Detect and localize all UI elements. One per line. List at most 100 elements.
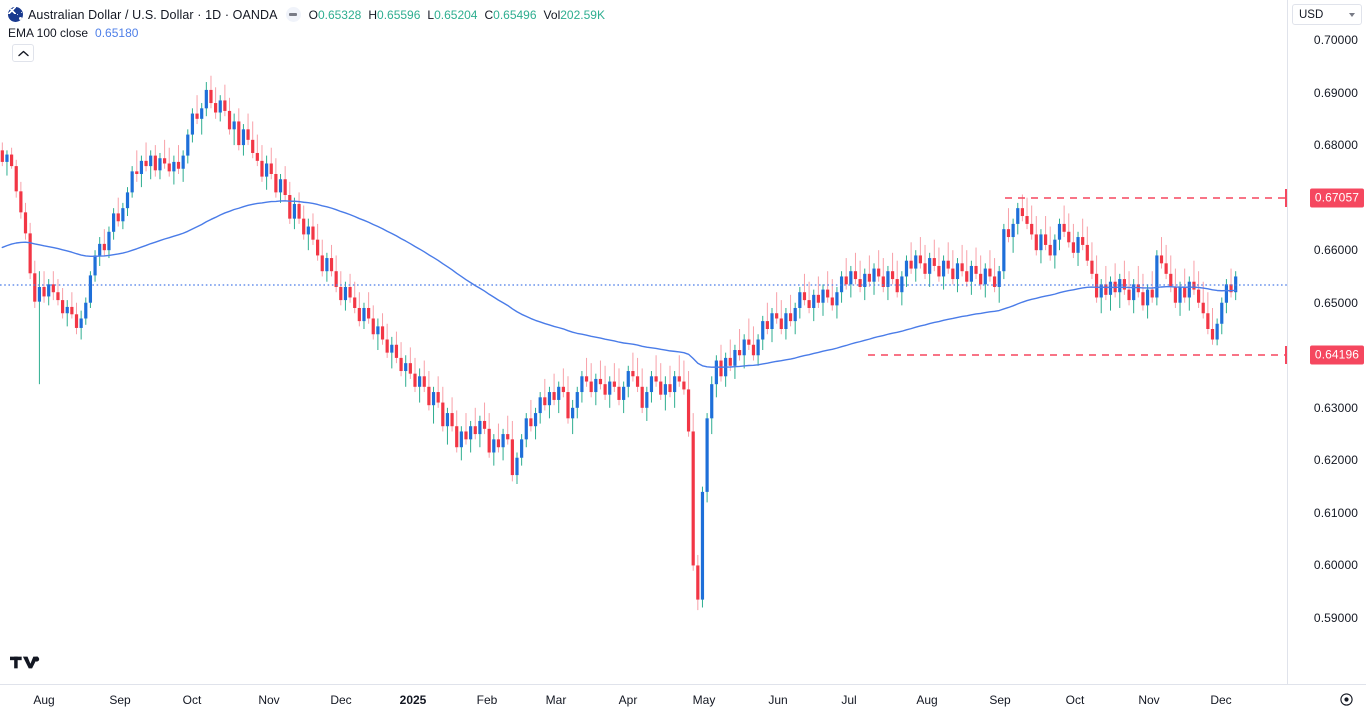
ohlc-high: H0.65596 <box>368 8 420 22</box>
candle-body <box>79 318 83 328</box>
time-tick: Dec <box>330 693 352 707</box>
candle-body <box>737 350 742 356</box>
candle-body <box>1006 229 1011 238</box>
candle-body <box>357 307 361 322</box>
ohlc-high-label: H <box>368 7 378 22</box>
candle-body <box>575 392 579 408</box>
candle-body <box>612 381 616 387</box>
time-tick: Sep <box>109 693 131 707</box>
candle-body <box>362 307 366 322</box>
currency-selector-value: USD <box>1299 8 1324 21</box>
candle-body <box>42 286 46 297</box>
candle-body <box>1094 273 1099 298</box>
candle-body <box>557 386 561 400</box>
candle-body <box>455 426 459 448</box>
price-scale[interactable]: 0.700000.690000.680000.670000.660000.650… <box>1288 0 1366 684</box>
ohlc-volume-label: Vol <box>543 7 561 22</box>
chevron-up-glyph <box>17 50 29 56</box>
candle-body <box>1192 281 1196 290</box>
ohlc-volume-value: 202.59K <box>560 7 605 22</box>
candle-body <box>1043 234 1048 245</box>
candle-body <box>376 326 380 335</box>
ohlc-close-label: C <box>484 7 494 22</box>
candle-body <box>251 139 255 153</box>
time-tick: Sep <box>989 693 1011 707</box>
chart-plot-area[interactable] <box>0 0 1288 684</box>
candle-body <box>951 268 955 280</box>
candle-body <box>654 376 658 382</box>
candle-body <box>1201 302 1205 314</box>
candle-body <box>1099 284 1103 298</box>
candle-body <box>311 226 315 240</box>
price-tick: 0.65000 <box>1313 296 1358 310</box>
candle-body <box>1071 242 1075 253</box>
ohlc-low-value: 0.65204 <box>434 7 478 22</box>
candle-body <box>631 371 635 377</box>
candle-body <box>19 191 23 213</box>
candle-body <box>849 271 853 285</box>
candle-body <box>1206 313 1210 329</box>
candle-body <box>645 392 649 408</box>
candle-body <box>622 386 626 400</box>
go-to-realtime-icon[interactable] <box>1339 692 1354 707</box>
candle-body <box>404 363 408 372</box>
candle-body <box>33 273 37 302</box>
au-flag-icon <box>8 7 23 22</box>
candle-body <box>74 314 79 328</box>
candle-body <box>306 226 310 235</box>
candle-body <box>0 150 4 162</box>
candle-body <box>649 376 654 393</box>
price-level-badge[interactable]: 0.67057 <box>1309 188 1364 208</box>
candle-body <box>543 397 547 406</box>
candle-body <box>297 203 301 219</box>
candle-body <box>149 155 153 167</box>
price-level-badge[interactable]: 0.64196 <box>1309 345 1364 365</box>
candle-body <box>1030 223 1034 235</box>
tradingview-logo-glyph <box>10 656 40 669</box>
candle-body <box>237 121 241 146</box>
time-tick: Jun <box>768 693 788 707</box>
candle-body <box>941 260 946 277</box>
candle-body <box>663 384 667 395</box>
candle-body <box>436 392 440 403</box>
candle-body <box>1039 234 1043 251</box>
candle-body <box>904 260 909 277</box>
candle-body <box>992 276 997 287</box>
symbol-title[interactable]: Australian Dollar / U.S. Dollar · 1D · O… <box>28 7 278 22</box>
candle-body <box>469 426 473 440</box>
candle-body <box>163 158 167 164</box>
ohlc-low: L0.65204 <box>427 8 477 22</box>
candle-body <box>686 389 691 432</box>
candle-body <box>51 284 55 293</box>
candle-body <box>1196 289 1201 303</box>
candle-body <box>788 313 793 322</box>
candle-body <box>283 179 287 196</box>
candle-body <box>918 255 922 264</box>
candle-body <box>946 260 950 269</box>
ohlc-close: C0.65496 <box>484 8 536 22</box>
candle-body <box>867 273 871 282</box>
ema-100-line <box>1 200 1237 368</box>
candle-body <box>733 350 737 366</box>
candle-body <box>450 413 454 427</box>
candle-body <box>1187 281 1191 298</box>
currency-selector[interactable]: USD <box>1292 4 1362 25</box>
candle-body <box>459 431 463 448</box>
time-scale[interactable]: Aug Sep Oct Nov Dec 2025 Feb Mar Apr May Jun Jul Aug… <box>0 684 1366 712</box>
candle-body <box>37 286 42 302</box>
legend-indicator-row[interactable]: EMA 100 close 0.65180 <box>8 25 612 41</box>
candle-body <box>955 263 960 280</box>
candle-body <box>506 434 510 440</box>
candle-body <box>1234 276 1238 293</box>
candle-body <box>696 565 700 600</box>
candle-body <box>195 113 199 119</box>
eye-toggle-icon[interactable] <box>285 7 301 22</box>
chevron-up-icon[interactable] <box>12 44 34 62</box>
time-tick: Dec <box>1210 693 1232 707</box>
time-tick: Jul <box>841 693 857 707</box>
tradingview-logo[interactable] <box>10 654 40 676</box>
candle-body <box>144 160 148 167</box>
candle-body <box>367 307 371 319</box>
candle-body <box>47 284 51 297</box>
candle-body <box>784 313 788 329</box>
